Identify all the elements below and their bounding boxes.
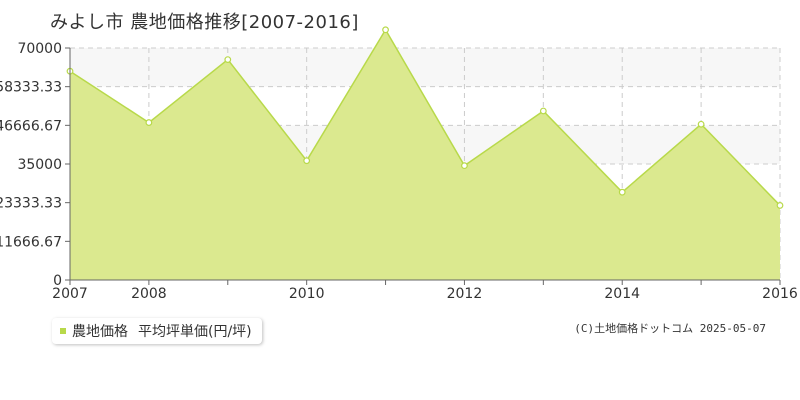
series-line: [69, 28, 781, 206]
x-tick-label: 2012: [447, 286, 483, 302]
series-area: [70, 29, 780, 281]
y-tick-label: 58333.33: [0, 80, 62, 96]
y-tick-label: 46666.67: [0, 118, 62, 134]
legend-swatch: [60, 328, 66, 334]
x-tick-label: 2008: [131, 286, 167, 302]
x-tick-label: 2016: [762, 286, 798, 302]
y-tick-label: 11666.67: [0, 234, 62, 250]
data-point: [145, 119, 153, 126]
y-tick-label: 35000: [17, 157, 62, 173]
data-point: [697, 120, 705, 128]
legend: 農地価格 平均坪単価(円/坪): [52, 318, 262, 344]
data-point: [382, 26, 389, 34]
x-tick-label: 2007: [52, 286, 88, 302]
data-point: [618, 188, 626, 196]
data-point: [776, 202, 784, 209]
copyright-credit: (C)土地価格ドットコム 2025-05-07: [574, 322, 766, 335]
legend-series-label: 農地価格: [72, 324, 128, 340]
data-point: [224, 56, 232, 63]
y-tick-label: 23333.33: [0, 196, 62, 212]
chart-title: みよし市 農地価格推移[2007-2016]: [50, 12, 359, 33]
grid-band: [70, 48, 780, 87]
legend-unit-label: 平均坪単価(円/坪): [138, 324, 252, 340]
y-tick-label: 70000: [17, 41, 62, 57]
y-tick-label: 0: [53, 273, 62, 289]
data-point: [461, 162, 468, 170]
data-point: [539, 107, 547, 115]
x-tick-label: 2010: [289, 286, 325, 302]
x-tick-label: 2014: [604, 286, 640, 302]
data-point: [303, 157, 311, 165]
